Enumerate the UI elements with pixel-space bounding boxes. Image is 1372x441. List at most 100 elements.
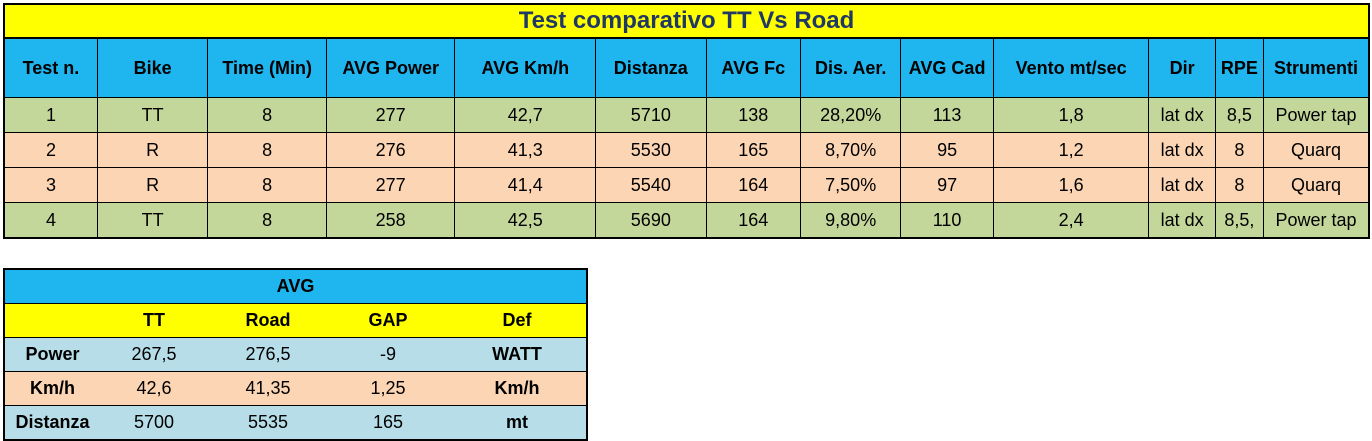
avg-row-label: Power bbox=[5, 337, 100, 372]
header-cell: AVG Cad bbox=[900, 39, 994, 98]
avg-header-cell: Def bbox=[448, 303, 587, 338]
table-cell: 5530 bbox=[595, 132, 707, 168]
table-cell: 97 bbox=[900, 167, 994, 203]
table-cell: R bbox=[96, 132, 209, 168]
avg-row-label: Km/h bbox=[5, 371, 100, 406]
header-cell: AVG Km/h bbox=[454, 39, 597, 98]
table-cell: 41,4 bbox=[454, 167, 597, 203]
table-cell: 8 bbox=[1214, 132, 1264, 168]
avg-row: Distanza 5700 5535 165 mt bbox=[5, 405, 587, 439]
header-cell: RPE bbox=[1214, 39, 1264, 98]
table-title: Test comparativo TT Vs Road bbox=[5, 5, 1368, 39]
header-cell: AVG Power bbox=[325, 39, 456, 98]
table-cell: Quarq bbox=[1262, 132, 1368, 168]
table-row: 2 R 8 276 41,3 5530 165 8,70% 95 1,2 lat dx 8 Quarq bbox=[5, 132, 1368, 168]
test-table-container: Test comparativo TT Vs Road Test n. Bike… bbox=[3, 3, 1370, 239]
table-cell: 8,5, bbox=[1214, 202, 1264, 237]
avg-cell: -9 bbox=[328, 337, 448, 372]
table-cell: 5710 bbox=[595, 97, 707, 133]
table-cell: 277 bbox=[325, 167, 456, 203]
table-cell: 4 bbox=[5, 202, 98, 237]
avg-cell: 5535 bbox=[208, 405, 328, 439]
test-results-table: Test n. Bike Time (Min) AVG Power AVG Km… bbox=[5, 39, 1368, 237]
avg-row: Km/h 42,6 41,35 1,25 Km/h bbox=[5, 371, 587, 406]
table-cell: lat dx bbox=[1148, 167, 1216, 203]
table-cell: 8 bbox=[1214, 167, 1264, 203]
table-cell: 95 bbox=[900, 132, 994, 168]
table-cell: 2,4 bbox=[992, 202, 1150, 237]
avg-row-label: Distanza bbox=[5, 405, 100, 439]
table-cell: 165 bbox=[705, 132, 801, 168]
avg-header-row: TT Road GAP Def bbox=[5, 303, 587, 338]
avg-cell: 5700 bbox=[100, 405, 208, 439]
header-cell: Vento mt/sec bbox=[992, 39, 1150, 98]
header-cell: Dis. Aer. bbox=[799, 39, 902, 98]
avg-header-cell: TT bbox=[100, 303, 208, 338]
table-row: 4 TT 8 258 42,5 5690 164 9,80% 110 2,4 lat dx 8,5, P… bbox=[5, 202, 1368, 237]
header-cell: Time (Min) bbox=[207, 39, 327, 98]
header-row: Test n. Bike Time (Min) AVG Power AVG Km… bbox=[5, 39, 1368, 98]
table-cell: R bbox=[96, 167, 209, 203]
table-cell: TT bbox=[96, 97, 209, 133]
header-cell: Strumenti bbox=[1262, 39, 1368, 98]
table-row: 3 R 8 277 41,4 5540 164 7,50% 97 1,6 lat dx 8 Quarq bbox=[5, 167, 1368, 203]
avg-cell: WATT bbox=[448, 337, 587, 372]
table-cell: Power tap bbox=[1262, 202, 1368, 237]
table-cell: 113 bbox=[900, 97, 994, 133]
table-cell: 8,5 bbox=[1214, 97, 1264, 133]
table-cell: 8 bbox=[207, 202, 327, 237]
table-cell: 2 bbox=[5, 132, 98, 168]
table-cell: 276 bbox=[325, 132, 456, 168]
avg-header-cell: GAP bbox=[328, 303, 448, 338]
avg-header-cell: Road bbox=[208, 303, 328, 338]
avg-table-container: AVG TT Road GAP Def Power 267,5 276,5 -9 WAT… bbox=[3, 268, 588, 441]
avg-cell: Km/h bbox=[448, 371, 587, 406]
table-cell: 277 bbox=[325, 97, 456, 133]
avg-cell: 1,25 bbox=[328, 371, 448, 406]
table-cell: 5690 bbox=[595, 202, 707, 237]
header-cell: AVG Fc bbox=[705, 39, 801, 98]
table-cell: 42,7 bbox=[454, 97, 597, 133]
table-cell: 164 bbox=[705, 202, 801, 237]
table-cell: 42,5 bbox=[454, 202, 597, 237]
table-cell: Quarq bbox=[1262, 167, 1368, 203]
header-cell: Distanza bbox=[595, 39, 707, 98]
avg-header-cell bbox=[5, 303, 100, 338]
avg-cell: mt bbox=[448, 405, 587, 439]
avg-cell: 41,35 bbox=[208, 371, 328, 406]
table-row: 1 TT 8 277 42,7 5710 138 28,20% 113 1,8 lat dx 8,5 P… bbox=[5, 97, 1368, 133]
table-cell: 8 bbox=[207, 167, 327, 203]
avg-cell: 267,5 bbox=[100, 337, 208, 372]
table-cell: lat dx bbox=[1148, 202, 1216, 237]
header-cell: Bike bbox=[96, 39, 209, 98]
avg-cell: 276,5 bbox=[208, 337, 328, 372]
table-cell: 138 bbox=[705, 97, 801, 133]
table-cell: 8,70% bbox=[799, 132, 902, 168]
table-cell: 1 bbox=[5, 97, 98, 133]
table-cell: 1,6 bbox=[992, 167, 1150, 203]
table-cell: 9,80% bbox=[799, 202, 902, 237]
header-cell: Test n. bbox=[5, 39, 98, 98]
avg-title-row: AVG bbox=[5, 270, 587, 304]
avg-cell: 42,6 bbox=[100, 371, 208, 406]
table-cell: 258 bbox=[325, 202, 456, 237]
table-cell: 28,20% bbox=[799, 97, 902, 133]
table-cell: lat dx bbox=[1148, 132, 1216, 168]
avg-row: Power 267,5 276,5 -9 WATT bbox=[5, 337, 587, 372]
header-cell: Dir bbox=[1148, 39, 1216, 98]
avg-cell: 165 bbox=[328, 405, 448, 439]
table-cell: Power tap bbox=[1262, 97, 1368, 133]
table-cell: 5540 bbox=[595, 167, 707, 203]
table-cell: 8 bbox=[207, 97, 327, 133]
table-cell: 1,8 bbox=[992, 97, 1150, 133]
table-cell: 164 bbox=[705, 167, 801, 203]
table-cell: 3 bbox=[5, 167, 98, 203]
table-cell: 110 bbox=[900, 202, 994, 237]
table-cell: lat dx bbox=[1148, 97, 1216, 133]
table-cell: 1,2 bbox=[992, 132, 1150, 168]
table-cell: 41,3 bbox=[454, 132, 597, 168]
table-cell: 8 bbox=[207, 132, 327, 168]
avg-title: AVG bbox=[5, 270, 587, 304]
table-cell: TT bbox=[96, 202, 209, 237]
avg-table: AVG TT Road GAP Def Power 267,5 276,5 -9 WAT… bbox=[5, 270, 587, 439]
